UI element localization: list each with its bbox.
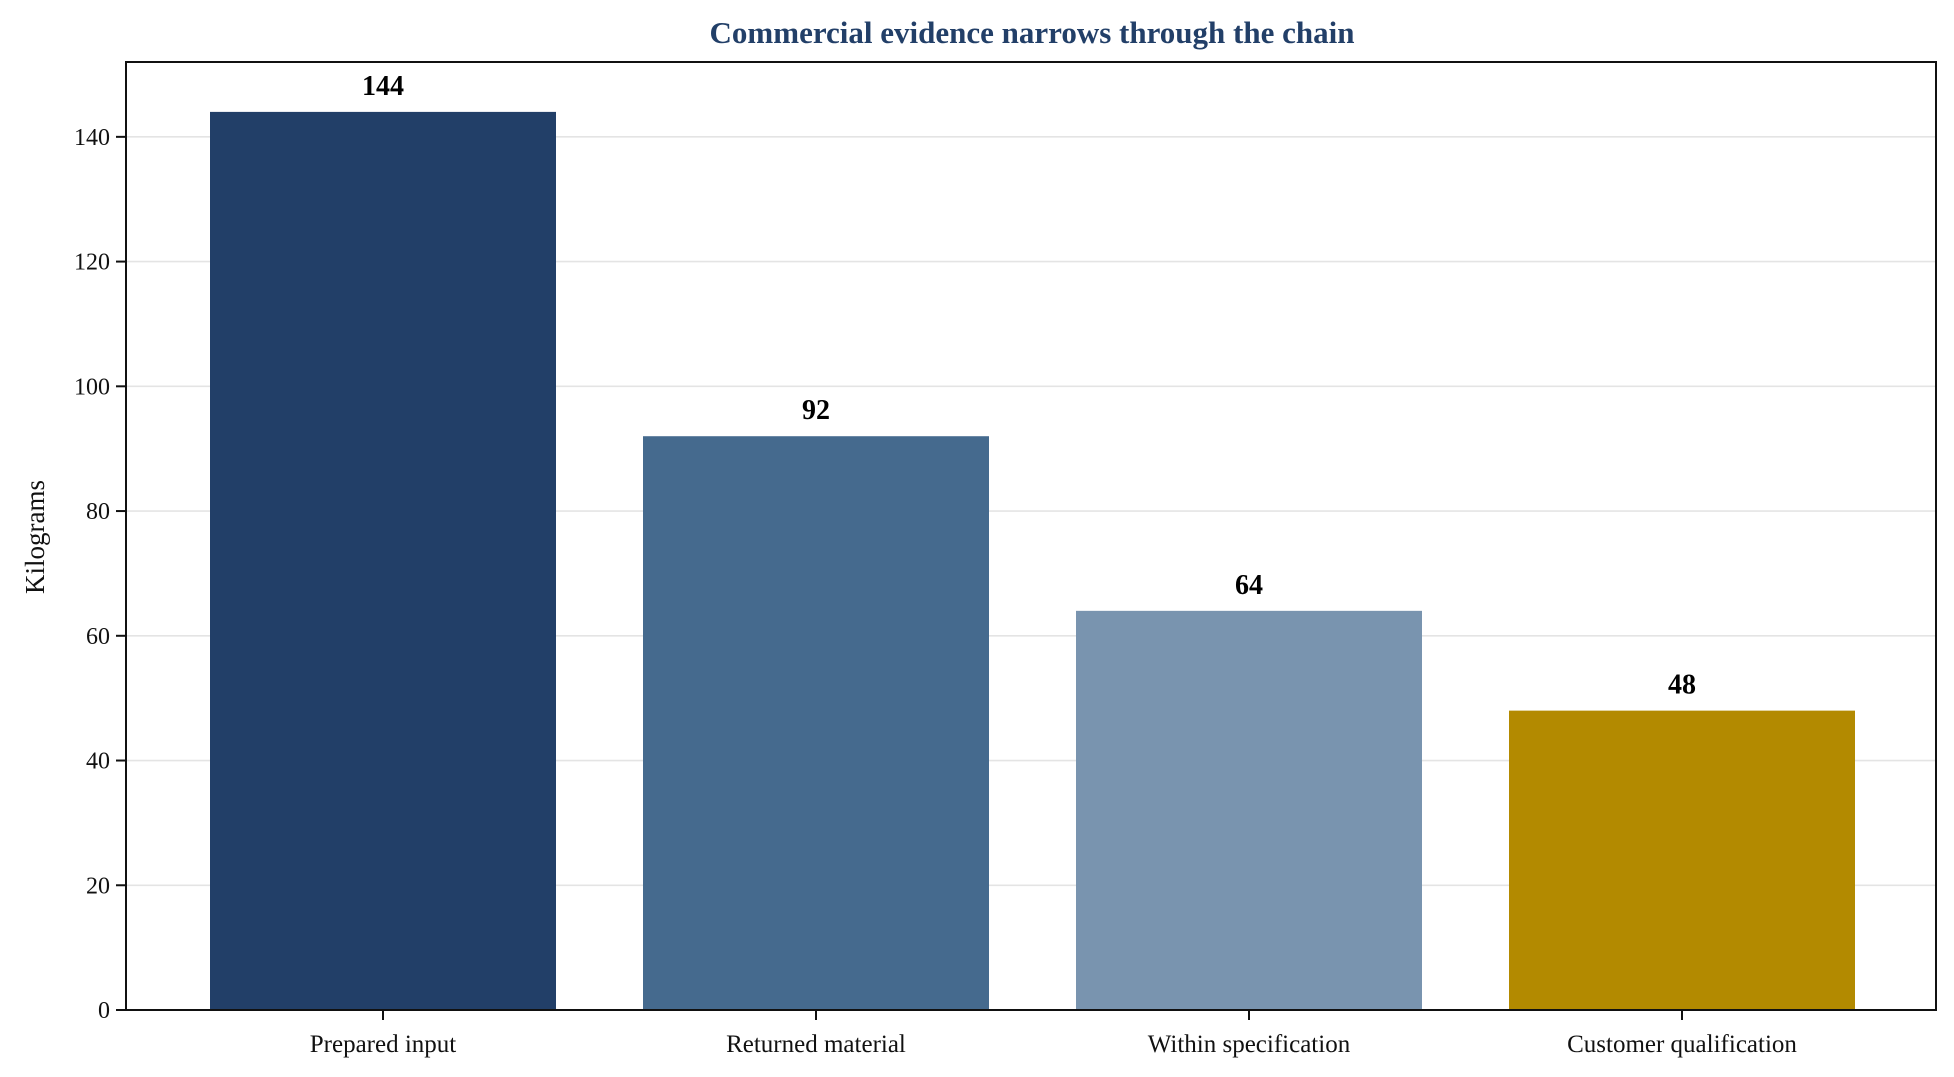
y-tick-label: 0 (98, 998, 110, 1024)
y-tick-label: 100 (74, 374, 110, 400)
x-tick-label: Prepared input (310, 1031, 457, 1058)
y-axis-ticks: 0 20 40 60 80 100 120 140 (74, 125, 126, 1024)
bar (643, 436, 989, 1010)
bar (210, 111, 556, 1011)
y-tick-label: 80 (86, 499, 110, 525)
bar (1509, 710, 1855, 1010)
bar-value-label: 144 (362, 71, 404, 102)
y-tick-label: 140 (74, 125, 110, 151)
plot-frame (125, 61, 1937, 1011)
bar-value-label: 48 (1668, 670, 1696, 701)
bar-value-labels: 144 92 64 48 (362, 71, 1696, 701)
x-tick-label: Returned material (726, 1031, 906, 1058)
x-tick-label: Within specification (1148, 1031, 1351, 1058)
bar-value-label: 64 (1235, 570, 1263, 601)
y-tick-label: 120 (74, 250, 110, 276)
y-tick-label: 60 (86, 624, 110, 650)
bars (210, 111, 1855, 1011)
chart-title: Commercial evidence narrows through the … (710, 15, 1355, 50)
y-axis-label: Kilograms (20, 480, 50, 594)
x-axis-ticks: Prepared input Returned material Within sp… (310, 1010, 1797, 1058)
x-tick-label: Customer qualification (1567, 1031, 1797, 1058)
bar-value-label: 92 (802, 395, 830, 426)
y-tick-label: 40 (86, 749, 110, 775)
bar (1076, 610, 1422, 1010)
y-tick-label: 20 (86, 873, 110, 899)
